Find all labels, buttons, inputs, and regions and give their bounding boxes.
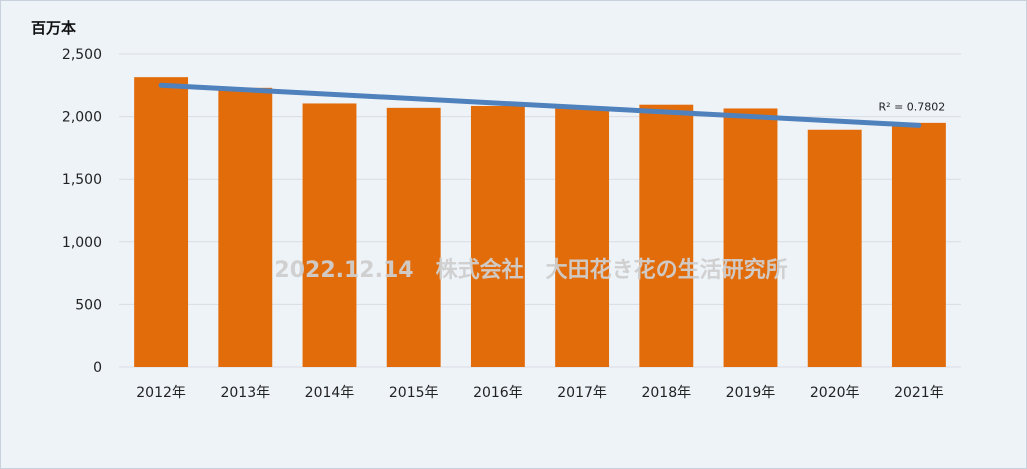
y-tick-label: 2,500 [62, 47, 102, 63]
y-tick-label: 1,000 [62, 235, 102, 251]
bar [639, 104, 694, 368]
watermark-text: 2022.12.14 株式会社 大田花き花の生活研究所 [274, 257, 787, 283]
y-tick-label: 2,000 [62, 110, 102, 126]
x-tick-label: 2012年 [136, 385, 186, 401]
x-tick-label: 2020年 [810, 385, 860, 401]
x-tick-label: 2018年 [641, 385, 691, 401]
bar [891, 122, 946, 367]
bar [470, 105, 525, 367]
bars [134, 77, 946, 368]
x-tick-label: 2021年 [894, 385, 944, 401]
r-squared-label: R² = 0.7802 [879, 100, 946, 113]
x-tick-label: 2013年 [220, 385, 270, 401]
bar [302, 103, 357, 367]
bar [723, 108, 778, 367]
bar [218, 87, 273, 367]
trendline-group: R² = 0.7802 [158, 82, 946, 128]
x-tick-label: 2017年 [557, 385, 607, 401]
x-tick-label: 2014年 [305, 385, 355, 401]
y-axis-ticks: 0 500 1,000 1,500 2,000 2,500 [62, 47, 102, 376]
x-tick-label: 2016年 [473, 385, 523, 401]
bar [386, 107, 441, 367]
x-tick-label: 2015年 [389, 385, 439, 401]
y-tick-label: 1,500 [62, 172, 102, 188]
x-axis-ticks: 2012年 2013年 2014年 2015年 2016年 2017年 2018年 2019年… [136, 385, 943, 401]
x-tick-label: 2019年 [726, 385, 776, 401]
y-tick-label: 500 [75, 297, 102, 313]
y-unit-label: 百万本 [31, 19, 76, 37]
bar [134, 77, 189, 368]
bar [555, 106, 610, 368]
bar [807, 129, 862, 367]
trendline [158, 82, 922, 128]
y-tick-label: 0 [93, 360, 102, 376]
